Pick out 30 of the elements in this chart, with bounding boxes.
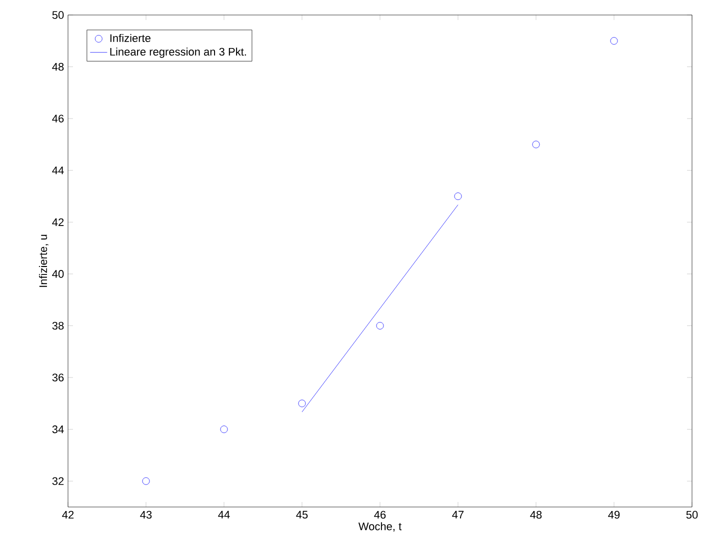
y-axis-title: Infizierte, u [38, 234, 48, 287]
y-tick-label: 48 [52, 62, 64, 71]
x-tick-label: 48 [530, 510, 542, 519]
x-tick-label: 49 [608, 510, 620, 519]
x-tick-label: 43 [140, 510, 152, 519]
y-tick-label: 44 [52, 166, 64, 174]
y-tick-label: 40 [52, 270, 64, 278]
y-tick-label: 32 [52, 477, 64, 485]
x-tick-label: 47 [452, 510, 464, 518]
point [142, 477, 150, 485]
x-tick-label: 46 [374, 510, 386, 519]
y-tick-label: 46 [52, 114, 64, 122]
y-tick-label: 38 [52, 322, 64, 330]
y-tick-label: 36 [52, 374, 64, 382]
x-axis-title: Woche, t [358, 522, 402, 532]
x-tick-label: 50 [686, 510, 698, 519]
point [610, 37, 618, 45]
point [454, 192, 462, 200]
x-tick-label: 44 [218, 510, 230, 518]
x-tick-label: 42 [62, 510, 74, 519]
point [376, 322, 384, 330]
legend-label: Infizierte [110, 34, 150, 42]
legend-label: Lineare regression an 3 Pkt. [110, 48, 246, 58]
y-tick-label: 50 [52, 11, 64, 19]
x-tick-label: 45 [296, 510, 308, 519]
point [532, 140, 540, 148]
point [220, 426, 228, 434]
y-tick-label: 42 [52, 218, 64, 226]
y-tick-label: 34 [52, 425, 64, 434]
point [298, 400, 306, 408]
